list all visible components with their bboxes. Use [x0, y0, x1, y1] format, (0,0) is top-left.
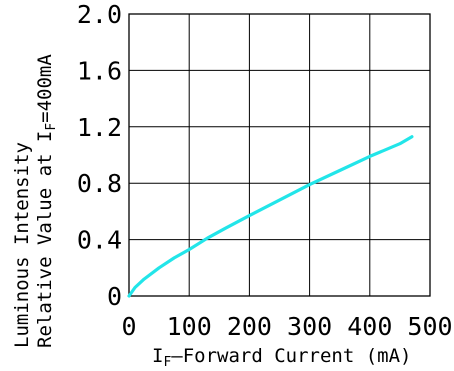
y-axis-label-line2: Relative Value at IF=400mA: [34, 54, 59, 348]
x-tick-label: 0: [121, 312, 136, 341]
grid: [129, 14, 430, 296]
series-layer: [127, 135, 414, 298]
y-tick-label: 2.0: [77, 0, 122, 29]
y-label-line2-rest: =400mA: [34, 54, 56, 123]
y-tick-label: 1.2: [77, 113, 122, 142]
y-tick-label: 0.4: [77, 226, 122, 255]
x-tick-label: 100: [167, 312, 212, 341]
y-tick-labels: 0 0.4 0.8 1.2 1.6 2.0: [77, 0, 122, 311]
x-label-rest: –Forward Current (mA): [171, 345, 411, 367]
y-axis-label-line1: Luminous Intensity: [11, 142, 33, 348]
y-tick-label: 0.8: [77, 169, 122, 198]
y-tick-label: 0: [107, 282, 122, 311]
x-label-sub: F: [163, 355, 171, 370]
x-tick-label: 200: [227, 312, 272, 341]
x-tick-label: 400: [347, 312, 392, 341]
x-label-main: I: [152, 345, 163, 367]
x-tick-labels: 0 100 200 300 400 500: [121, 312, 452, 341]
y-label-line1: Luminous Intensity: [11, 142, 33, 348]
x-tick-label: 500: [407, 312, 452, 341]
x-tick-label: 300: [287, 312, 332, 341]
x-axis-label: IF–Forward Current (mA): [152, 345, 412, 370]
y-label-line2-main: Relative Value at I: [34, 131, 56, 348]
series-line: [127, 135, 414, 298]
y-label-line2-sub: F: [44, 123, 59, 131]
plot-frame: [128, 13, 431, 297]
y-tick-label: 1.6: [77, 56, 122, 85]
